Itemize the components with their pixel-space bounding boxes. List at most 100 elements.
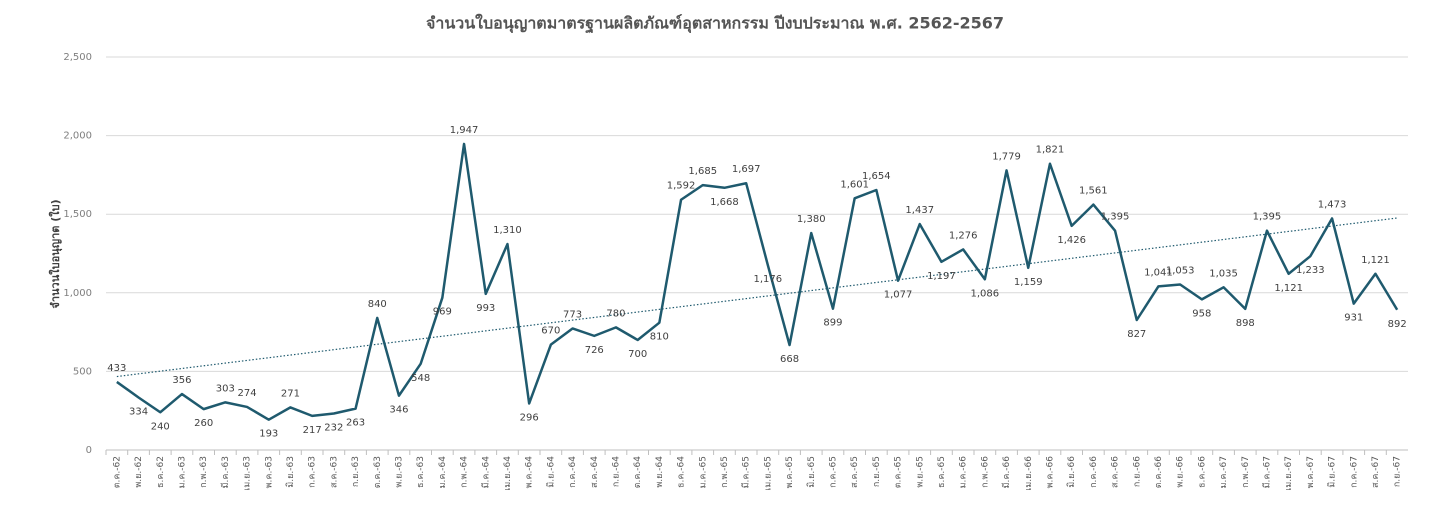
y-tick-label: 2,000 (63, 131, 92, 142)
y-axis-label: จำนวนใบอนุญาต (ใบ) (48, 199, 63, 308)
x-tick-label: พ.ค.-66 (1045, 456, 1055, 489)
data-label: 1,779 (992, 151, 1021, 162)
x-tick-label: ก.พ.-65 (720, 456, 730, 488)
data-label: 346 (389, 405, 408, 416)
data-label: 1,654 (862, 171, 891, 182)
data-label: 969 (433, 307, 452, 318)
data-line (116, 142, 1399, 421)
data-label: 548 (411, 373, 430, 384)
data-label: 1,395 (1253, 212, 1282, 223)
chart-title: จำนวนใบอนุญาตมาตรฐานผลิตภัณฑ์อุตสาหกรรม … (426, 14, 1004, 34)
y-tick-label: 0 (86, 445, 92, 456)
x-tick-label: ต.ค.-65 (894, 456, 904, 488)
data-label: 931 (1344, 313, 1363, 324)
x-tick-label: ก.ย.-66 (1132, 456, 1142, 487)
data-label: 827 (1127, 329, 1146, 340)
x-tick-label: ต.ค.-62 (112, 456, 122, 488)
data-label: 1,437 (905, 205, 934, 216)
data-label: 1,473 (1318, 199, 1347, 210)
x-tick-label: ม.ค.-64 (438, 456, 448, 489)
x-tick-label: ม.ค.-66 (959, 456, 969, 489)
x-tick-label: เม.ย.-63 (243, 456, 253, 491)
x-tick-label: เม.ย.-65 (763, 456, 773, 491)
data-label: 1,668 (710, 197, 739, 208)
x-tick-label: ส.ค.-65 (850, 456, 860, 488)
x-tick-label: ส.ค.-66 (1111, 456, 1121, 488)
x-tick-label: ธ.ค.-65 (937, 456, 947, 488)
x-tick-label: มิ.ย.-65 (806, 456, 817, 488)
data-label: 810 (650, 332, 669, 343)
x-tick-label: ก.พ.-66 (980, 456, 990, 488)
data-label: 1,041 (1144, 267, 1173, 278)
data-label: 700 (628, 349, 647, 360)
x-tick-label: ธ.ค.-64 (677, 456, 687, 488)
data-label: 1,395 (1101, 212, 1130, 223)
x-tick-label: พ.ค.-64 (525, 456, 535, 489)
data-label: 274 (238, 388, 257, 399)
x-tick-label: ต.ค.-63 (373, 456, 383, 488)
x-tick-label: พ.ย.-62 (134, 456, 144, 488)
x-tick-label: มี.ค.-64 (480, 456, 491, 489)
data-label: 1,310 (493, 225, 522, 236)
x-tick-label: ส.ค.-63 (329, 456, 339, 488)
x-tick-label: ม.ค.-63 (177, 456, 187, 488)
data-label: 232 (324, 423, 343, 434)
data-label: 356 (172, 375, 191, 386)
data-label: 296 (520, 412, 539, 423)
x-tick-label: มี.ค.-66 (1001, 456, 1012, 489)
data-label: 260 (194, 418, 213, 429)
data-label: 958 (1192, 308, 1211, 319)
x-tick-label: ก.ค.-66 (1089, 456, 1099, 488)
y-tick-label: 1,500 (63, 209, 92, 220)
x-tick-label: ก.พ.-67 (1241, 456, 1251, 488)
x-tick-label: ม.ค.-67 (1219, 456, 1229, 488)
data-label: 240 (151, 421, 170, 432)
data-label: 1,121 (1361, 255, 1390, 266)
x-tick-label: มิ.ย.-67 (1327, 456, 1338, 488)
data-label: 263 (346, 418, 365, 429)
x-tick-label: เม.ย.-64 (503, 456, 513, 491)
data-label: 1,121 (1274, 283, 1303, 294)
data-label: 1,697 (732, 164, 761, 175)
data-label: 1,176 (754, 274, 783, 285)
x-tick-label: ก.พ.-64 (460, 456, 470, 488)
data-label: 1,053 (1166, 265, 1195, 276)
data-label: 1,592 (667, 181, 696, 192)
x-tick-label: ก.ค.-65 (828, 456, 838, 488)
data-label: 1,380 (797, 214, 826, 225)
y-tick-label: 500 (73, 366, 92, 377)
x-tick-label: ก.ค.-64 (568, 456, 578, 488)
x-tick-label: ก.ค.-67 (1349, 456, 1359, 488)
data-label: 217 (303, 425, 322, 436)
x-tick-label: ส.ค.-67 (1371, 456, 1381, 488)
x-tick-label: ส.ค.-64 (590, 456, 600, 488)
data-label: 726 (585, 345, 604, 356)
data-label: 1,233 (1296, 265, 1325, 276)
data-label: 1,561 (1079, 186, 1108, 197)
data-label: 1,077 (884, 290, 913, 301)
data-label: 1,947 (450, 125, 479, 136)
y-tick-label: 2,500 (63, 52, 92, 63)
data-label: 1,685 (688, 166, 717, 177)
data-label: 303 (216, 383, 235, 394)
data-label: 898 (1236, 318, 1255, 329)
x-tick-label: เม.ย.-67 (1284, 456, 1294, 491)
data-label: 899 (823, 318, 842, 329)
data-label: 773 (563, 309, 582, 320)
x-tick-label: ธ.ค.-66 (1197, 456, 1207, 488)
x-tick-label: มี.ค.-65 (741, 456, 752, 488)
x-tick-label: พ.ย.-64 (655, 456, 665, 488)
x-tick-label: ต.ค.-64 (633, 456, 643, 489)
x-tick-label: พ.ค.-63 (264, 456, 274, 488)
trendline (116, 217, 1398, 378)
x-tick-label: มิ.ย.-66 (1066, 456, 1077, 488)
y-tick-label: 1,000 (63, 288, 92, 299)
data-label: 1,426 (1057, 235, 1086, 246)
data-label: 993 (476, 303, 495, 314)
data-label: 892 (1388, 319, 1407, 330)
data-label: 1,035 (1209, 268, 1238, 279)
x-tick-label: มี.ค.-67 (1261, 456, 1272, 488)
data-label: 668 (780, 354, 799, 365)
x-tick-label: ม.ค.-65 (698, 456, 708, 488)
x-tick-label: ธ.ค.-62 (156, 456, 166, 488)
